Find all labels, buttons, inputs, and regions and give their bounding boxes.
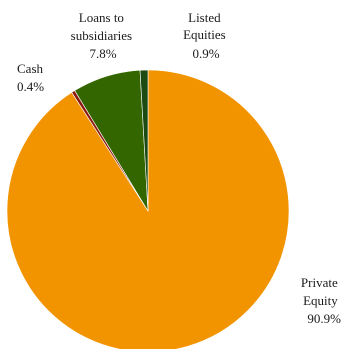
- slice-label-listed-equities: Listed Equities 0.9%: [183, 10, 229, 61]
- pie-slice-private-equity: [6, 69, 290, 349]
- slice-label-loans-to-subsidiaries: Loans to subsidiaries 7.8%: [71, 10, 136, 61]
- pie-slice-listed-equities: [139, 69, 149, 212]
- pie-labels: Listed Equities 0.9% Loans to subsidiari…: [17, 10, 341, 326]
- slice-label-private-equity: Private Equity 90.9%: [301, 275, 341, 326]
- pie-slices: [6, 69, 290, 349]
- slice-label-cash: Cash 0.4%: [17, 61, 46, 94]
